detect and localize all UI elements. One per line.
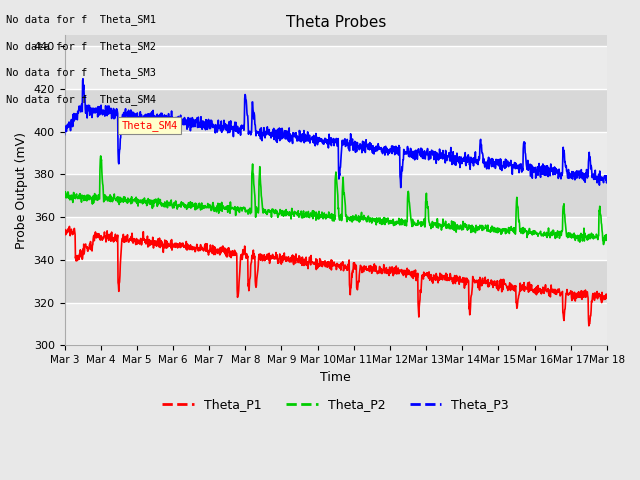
- Text: No data for f  Theta_SM4: No data for f Theta_SM4: [6, 94, 156, 105]
- Text: No data for f  Theta_SM1: No data for f Theta_SM1: [6, 14, 156, 25]
- X-axis label: Time: Time: [321, 371, 351, 384]
- Legend: Theta_P1, Theta_P2, Theta_P3: Theta_P1, Theta_P2, Theta_P3: [157, 394, 514, 417]
- Title: Theta Probes: Theta Probes: [285, 15, 386, 30]
- Bar: [65, 46, 607, 89]
- Bar: [65, 217, 607, 260]
- Bar: [65, 132, 607, 174]
- Text: No data for f  Theta_SM3: No data for f Theta_SM3: [6, 67, 156, 78]
- Y-axis label: Probe Output (mV): Probe Output (mV): [15, 132, 28, 249]
- Text: No data for f  Theta_SM2: No data for f Theta_SM2: [6, 41, 156, 52]
- Text: Theta_SM4: Theta_SM4: [122, 120, 178, 131]
- Bar: [65, 302, 607, 345]
